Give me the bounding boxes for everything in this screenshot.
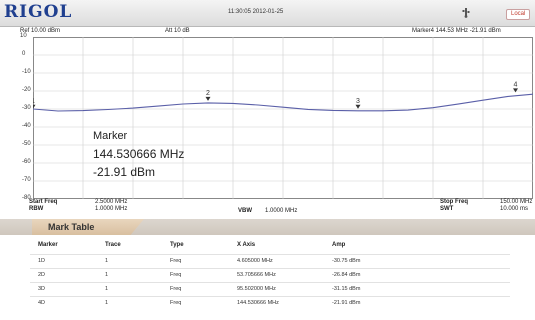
- spectrum-trace-area: 1 2 3 4: [33, 37, 533, 199]
- trace-marker-1: 1: [33, 98, 36, 109]
- mark-table-cell: 4D: [38, 300, 46, 306]
- mark-table-divider: [30, 254, 510, 255]
- mark-table-cell: 1: [105, 272, 109, 278]
- y-tick-label: -60: [22, 159, 31, 165]
- y-tick-label: -30: [22, 105, 31, 111]
- y-tick-label: -20: [22, 87, 31, 93]
- start-freq-label: Start Freq: [29, 199, 58, 205]
- mark-table-cell: 1: [105, 300, 109, 306]
- mark-table-cell: 53.705666 MHz: [237, 272, 276, 278]
- stop-freq-label: Stop Freq: [440, 199, 468, 205]
- marker-popup-title: Marker: [93, 130, 128, 142]
- vbw-value: 1.0000 MHz: [265, 208, 298, 214]
- rigol-logo: RIGOL: [4, 2, 73, 22]
- mark-table-cell: Freq: [170, 300, 182, 306]
- swt-value: 10.000 ms: [500, 206, 529, 212]
- mark-table-header: Amp: [332, 242, 346, 248]
- mark-table-header: Type: [170, 242, 184, 248]
- mark-table-cell: 3D: [38, 286, 46, 292]
- y-tick-label: -70: [22, 177, 31, 183]
- swt-label: SWT: [440, 206, 454, 212]
- rbw-label: RBW: [29, 206, 44, 212]
- local-button[interactable]: Local: [506, 9, 531, 20]
- mark-table-cell: 1D: [38, 258, 46, 264]
- datetime: 11:30:05 2012-01-25: [228, 9, 284, 15]
- trace-marker-4: 4: [513, 81, 518, 93]
- ref-level: Ref 10.00 dBm: [20, 28, 61, 34]
- mark-table-cell: -30.75 dBm: [332, 258, 361, 264]
- mark-table-title: Mark Table: [48, 222, 95, 232]
- marker4-readout: Marker4 144.53 MHz -21.91 dBm: [412, 28, 501, 34]
- mark-table-header: Marker: [38, 242, 58, 248]
- usb-icon: [462, 8, 470, 18]
- mark-table-cell: -31.15 dBm: [332, 286, 361, 292]
- svg-text:3: 3: [356, 98, 360, 105]
- mark-table-tab[interactable]: [32, 219, 144, 235]
- mark-table-cell: 1: [105, 258, 109, 264]
- y-tick-label: -40: [22, 123, 31, 129]
- spectrum-trace: [33, 93, 533, 112]
- y-tick-label: -10: [22, 69, 31, 75]
- mark-table-cell: Freq: [170, 286, 182, 292]
- mark-table-divider: [30, 268, 510, 269]
- y-tick-label: 0: [22, 51, 26, 57]
- start-freq-value: 2.5000 MHz: [95, 199, 128, 205]
- mark-table-cell: Freq: [170, 258, 182, 264]
- mark-table-cell: 144.530666 MHz: [237, 300, 279, 306]
- mark-table-cell: 4.605000 MHz: [237, 258, 273, 264]
- stop-freq-value: 150.00 MHz: [500, 199, 533, 205]
- attenuation: Att 10 dB: [165, 28, 190, 34]
- mark-table-header: X Axis: [237, 242, 256, 248]
- trace-marker-3: 3: [355, 98, 361, 109]
- svg-text:4: 4: [514, 81, 518, 88]
- rbw-value: 1.0000 MHz: [95, 206, 128, 212]
- marker-popup: Marker 144.530666 MHz -21.91 dBm: [93, 127, 184, 181]
- y-tick-label: 10: [20, 33, 27, 39]
- mark-table-cell: -21.91 dBm: [332, 300, 361, 306]
- mark-table-cell: Freq: [170, 272, 182, 278]
- mark-table-cell: 95.502000 MHz: [237, 286, 276, 292]
- mark-table-divider: [30, 296, 510, 297]
- mark-table-cell: -26.84 dBm: [332, 272, 361, 278]
- top-bar: RIGOL 11:30:05 2012-01-25 Local: [0, 0, 535, 27]
- vbw-label: VBW: [238, 208, 252, 214]
- svg-text:1: 1: [33, 98, 35, 105]
- y-tick-label: -80: [22, 195, 31, 201]
- mark-table-cell: 2D: [38, 272, 46, 278]
- trace-marker-2: 2: [205, 90, 211, 101]
- mark-table-cell: 1: [105, 286, 109, 292]
- marker-popup-amp: -21.91 dBm: [93, 165, 156, 179]
- mark-table-divider: [30, 282, 510, 283]
- mark-table-header: Trace: [105, 242, 121, 248]
- marker-popup-freq: 144.530666 MHz: [93, 147, 185, 161]
- svg-text:2: 2: [206, 90, 210, 97]
- y-tick-label: -50: [22, 141, 31, 147]
